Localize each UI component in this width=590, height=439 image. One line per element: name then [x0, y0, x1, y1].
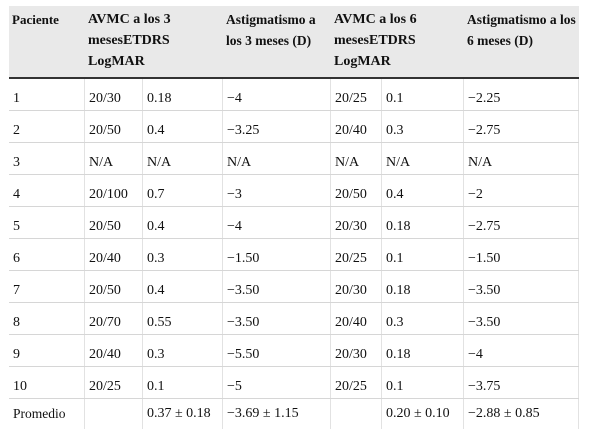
- header-astigmatism-6-months: Astigmatismo a los 6 meses (D): [464, 6, 579, 79]
- astig3-cell: −1.50: [223, 238, 331, 271]
- astig6-cell: N/A: [464, 142, 579, 175]
- astig3-cell: N/A: [223, 142, 331, 175]
- astig3-cell: −4: [223, 206, 331, 239]
- avmc6-snellen-cell: N/A: [331, 142, 382, 175]
- avmc3-logmar-cell: 0.1: [143, 366, 223, 399]
- patient-cell: 2: [9, 110, 85, 143]
- avmc3-snellen-cell: 20/50: [85, 270, 143, 303]
- patient-cell: 8: [9, 302, 85, 335]
- average-avmc6-logmar: 0.20 ± 0.10: [382, 399, 464, 430]
- avmc6-snellen-cell: 20/30: [331, 334, 382, 367]
- patient-cell: 3: [9, 142, 85, 175]
- astig6-cell: −3.50: [464, 302, 579, 335]
- avmc3-snellen-cell: 20/50: [85, 110, 143, 143]
- table-row: 5 20/50 0.4 −4 20/30 0.18 −2.75: [9, 206, 579, 239]
- avmc6-logmar-cell: 0.1: [382, 238, 464, 271]
- header-patient: Paciente: [9, 6, 85, 79]
- average-avmc3-logmar: 0.37 ± 0.18: [143, 399, 223, 430]
- avmc6-snellen-cell: 20/40: [331, 110, 382, 143]
- astig3-cell: −3.25: [223, 110, 331, 143]
- avmc3-snellen-cell: 20/40: [85, 334, 143, 367]
- table-row: 10 20/25 0.1 −5 20/25 0.1 −3.75: [9, 366, 579, 399]
- astig6-cell: −2.25: [464, 78, 579, 111]
- avmc3-logmar-cell: 0.4: [143, 270, 223, 303]
- avmc3-logmar-cell: 0.7: [143, 174, 223, 207]
- avmc6-logmar-cell: 0.18: [382, 334, 464, 367]
- avmc6-snellen-cell: 20/30: [331, 206, 382, 239]
- table-row: 7 20/50 0.4 −3.50 20/30 0.18 −3.50: [9, 270, 579, 303]
- avmc6-snellen-cell: 20/25: [331, 238, 382, 271]
- results-table: Paciente AVMC a los 3 mesesETDRS LogMAR …: [9, 6, 579, 429]
- average-avmc3-snellen: [85, 399, 143, 430]
- table-body: 1 20/30 0.18 −4 20/25 0.1 −2.25 2 20/50 0.4 −3.25 2…: [9, 78, 579, 429]
- astig3-cell: −5: [223, 366, 331, 399]
- patient-cell: 9: [9, 334, 85, 367]
- average-label: Promedio: [9, 399, 85, 430]
- average-avmc6-snellen: [331, 399, 382, 430]
- avmc6-snellen-cell: 20/40: [331, 302, 382, 335]
- avmc6-snellen-cell: 20/25: [331, 366, 382, 399]
- astig6-cell: −3.75: [464, 366, 579, 399]
- astig3-cell: −3.50: [223, 302, 331, 335]
- header-astigmatism-3-months: Astigmatismo a los 3 meses (D): [223, 6, 331, 79]
- table-row: 4 20/100 0.7 −3 20/50 0.4 −2: [9, 174, 579, 207]
- avmc6-snellen-cell: 20/30: [331, 270, 382, 303]
- patient-cell: 10: [9, 366, 85, 399]
- patient-cell: 7: [9, 270, 85, 303]
- patient-cell: 6: [9, 238, 85, 271]
- average-astig6: −2.88 ± 0.85: [464, 399, 579, 430]
- avmc6-logmar-cell: N/A: [382, 142, 464, 175]
- header-avmc-6-months: AVMC a los 6 mesesETDRS LogMAR: [331, 6, 464, 79]
- avmc6-logmar-cell: 0.18: [382, 270, 464, 303]
- avmc6-snellen-cell: 20/50: [331, 174, 382, 207]
- table-header: Paciente AVMC a los 3 mesesETDRS LogMAR …: [9, 6, 579, 79]
- avmc3-logmar-cell: 0.18: [143, 78, 223, 111]
- average-astig3: −3.69 ± 1.15: [223, 399, 331, 430]
- avmc3-logmar-cell: N/A: [143, 142, 223, 175]
- table-row: 6 20/40 0.3 −1.50 20/25 0.1 −1.50: [9, 238, 579, 271]
- astig3-cell: −3.50: [223, 270, 331, 303]
- avmc3-snellen-cell: 20/100: [85, 174, 143, 207]
- avmc6-logmar-cell: 0.3: [382, 302, 464, 335]
- astig6-cell: −2.75: [464, 110, 579, 143]
- avmc3-logmar-cell: 0.4: [143, 110, 223, 143]
- avmc3-snellen-cell: 20/40: [85, 238, 143, 271]
- avmc3-snellen-cell: 20/70: [85, 302, 143, 335]
- table-row: 8 20/70 0.55 −3.50 20/40 0.3 −3.50: [9, 302, 579, 335]
- patient-cell: 5: [9, 206, 85, 239]
- avmc6-logmar-cell: 0.4: [382, 174, 464, 207]
- avmc3-logmar-cell: 0.3: [143, 238, 223, 271]
- avmc3-snellen-cell: 20/30: [85, 78, 143, 111]
- avmc3-snellen-cell: N/A: [85, 142, 143, 175]
- avmc6-logmar-cell: 0.1: [382, 366, 464, 399]
- table-row: 2 20/50 0.4 −3.25 20/40 0.3 −2.75: [9, 110, 579, 143]
- avmc6-logmar-cell: 0.3: [382, 110, 464, 143]
- patient-cell: 4: [9, 174, 85, 207]
- astig3-cell: −3: [223, 174, 331, 207]
- astig6-cell: −4: [464, 334, 579, 367]
- avmc6-snellen-cell: 20/25: [331, 78, 382, 111]
- avmc3-snellen-cell: 20/25: [85, 366, 143, 399]
- avmc3-snellen-cell: 20/50: [85, 206, 143, 239]
- average-row: Promedio 0.37 ± 0.18 −3.69 ± 1.15 0.20 ± 0.…: [9, 399, 579, 430]
- astig6-cell: −3.50: [464, 270, 579, 303]
- patient-cell: 1: [9, 78, 85, 111]
- avmc6-logmar-cell: 0.18: [382, 206, 464, 239]
- header-avmc-3-months: AVMC a los 3 mesesETDRS LogMAR: [85, 6, 223, 79]
- header-row: Paciente AVMC a los 3 mesesETDRS LogMAR …: [9, 6, 579, 79]
- astig6-cell: −2.75: [464, 206, 579, 239]
- astig3-cell: −4: [223, 78, 331, 111]
- avmc3-logmar-cell: 0.55: [143, 302, 223, 335]
- avmc3-logmar-cell: 0.3: [143, 334, 223, 367]
- table-row: 9 20/40 0.3 −5.50 20/30 0.18 −4: [9, 334, 579, 367]
- astig6-cell: −2: [464, 174, 579, 207]
- table-row: 1 20/30 0.18 −4 20/25 0.1 −2.25: [9, 78, 579, 111]
- avmc3-logmar-cell: 0.4: [143, 206, 223, 239]
- astig3-cell: −5.50: [223, 334, 331, 367]
- astig6-cell: −1.50: [464, 238, 579, 271]
- table-row: 3 N/A N/A N/A N/A N/A N/A: [9, 142, 579, 175]
- avmc6-logmar-cell: 0.1: [382, 78, 464, 111]
